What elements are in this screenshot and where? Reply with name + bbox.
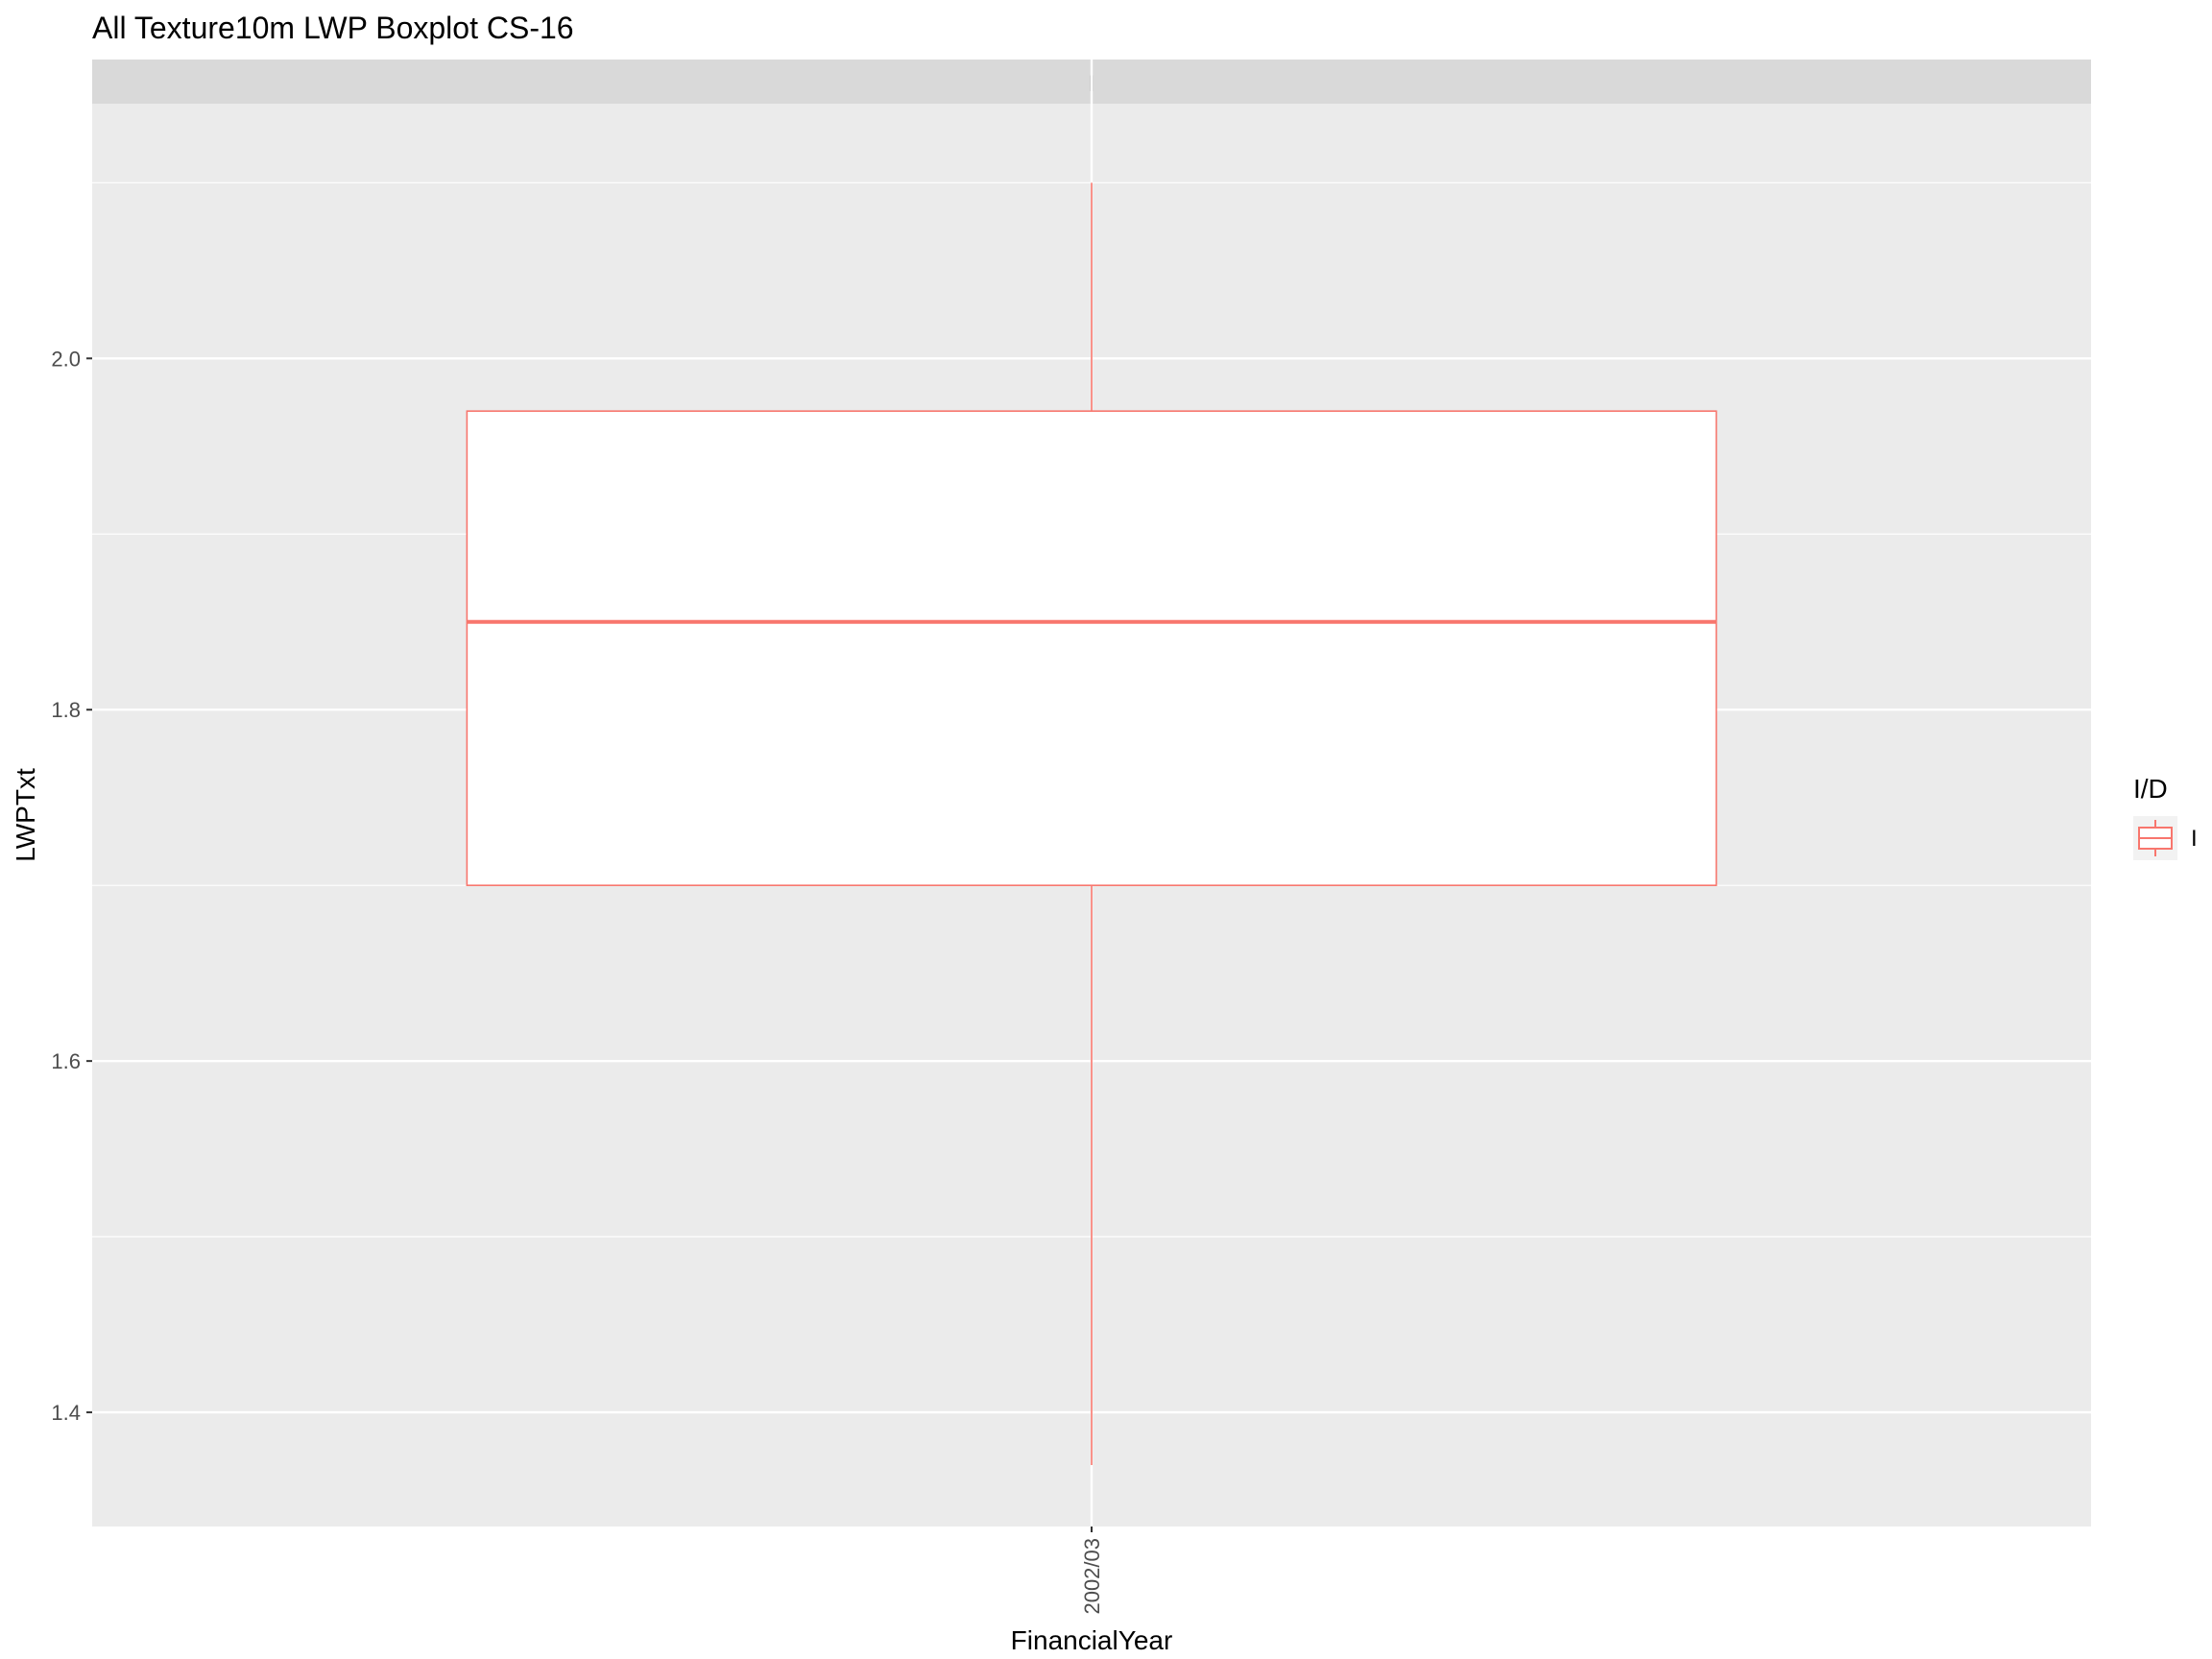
x-axis-title: FinancialYear (1011, 1625, 1173, 1655)
box-iqr (466, 410, 1718, 886)
x-axis: 2002/03 (1080, 1527, 1104, 1615)
y-tick-label: 1.4 (51, 1401, 81, 1425)
y-axis: 1.4 1.6 1.8 2.0 (51, 347, 92, 1425)
legend: I/D I (2133, 774, 2198, 860)
y-tick-label: 1.8 (51, 698, 81, 722)
legend-title: I/D (2133, 774, 2168, 804)
box-group (466, 182, 1718, 1465)
chart-title: All Texture10m LWP Boxplot CS-16 (92, 11, 574, 45)
y-axis-title: LWPTxt (11, 768, 40, 862)
legend-item-label: I (2191, 826, 2198, 852)
x-tick-label: 2002/03 (1080, 1538, 1104, 1615)
y-tick-label: 1.6 (51, 1049, 81, 1073)
legend-key-i: I (2133, 816, 2198, 860)
y-tick-label: 2.0 (51, 347, 81, 371)
